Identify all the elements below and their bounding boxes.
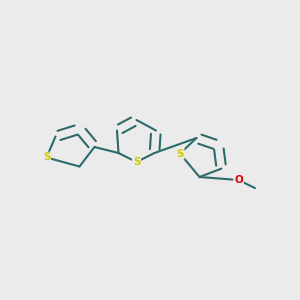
Text: S: S: [43, 152, 50, 163]
Text: O: O: [234, 175, 243, 185]
Text: S: S: [176, 148, 184, 159]
Text: S: S: [133, 157, 140, 167]
